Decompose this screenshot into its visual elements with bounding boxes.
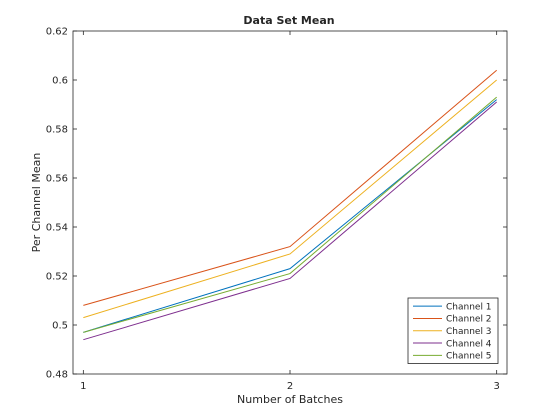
x-axis-label: Number of Batches [237, 393, 343, 406]
legend-label-channel-1: Channel 1 [446, 302, 492, 312]
y-tick-label: 0.54 [46, 223, 68, 234]
series-line-channel-2 [83, 69, 497, 306]
x-tick-label: 2 [287, 381, 293, 392]
series-line-channel-4 [83, 101, 497, 341]
legend-label-channel-5: Channel 5 [446, 352, 492, 362]
y-tick-label: 0.5 [52, 321, 68, 332]
y-axis: 0.48 0.5 0.52 0.54 0.56 0.58 0.6 0.62 [46, 27, 507, 381]
y-tick-label: 0.58 [46, 125, 68, 136]
y-tick-label: 0.56 [46, 174, 68, 185]
y-tick-label: 0.62 [46, 27, 68, 38]
legend-label-channel-4: Channel 4 [446, 339, 492, 349]
series-lines [83, 69, 497, 341]
legend-label-channel-3: Channel 3 [446, 327, 492, 337]
x-tick-label: 1 [80, 381, 86, 392]
y-tick-label: 0.48 [46, 370, 68, 381]
y-axis-label: Per Channel Mean [30, 153, 43, 253]
x-tick-label: 3 [493, 381, 499, 392]
legend-label-channel-2: Channel 2 [446, 315, 492, 325]
y-tick-label: 0.6 [52, 76, 68, 87]
series-line-channel-5 [83, 96, 497, 333]
y-tick-label: 0.52 [46, 272, 68, 283]
x-axis: 1 2 3 [80, 31, 500, 392]
legend: Channel 1 Channel 2 Channel 3 Channel 4 Chan… [407, 297, 499, 364]
chart-title: Data Set Mean [243, 14, 334, 27]
series-line-channel-3 [83, 79, 497, 319]
